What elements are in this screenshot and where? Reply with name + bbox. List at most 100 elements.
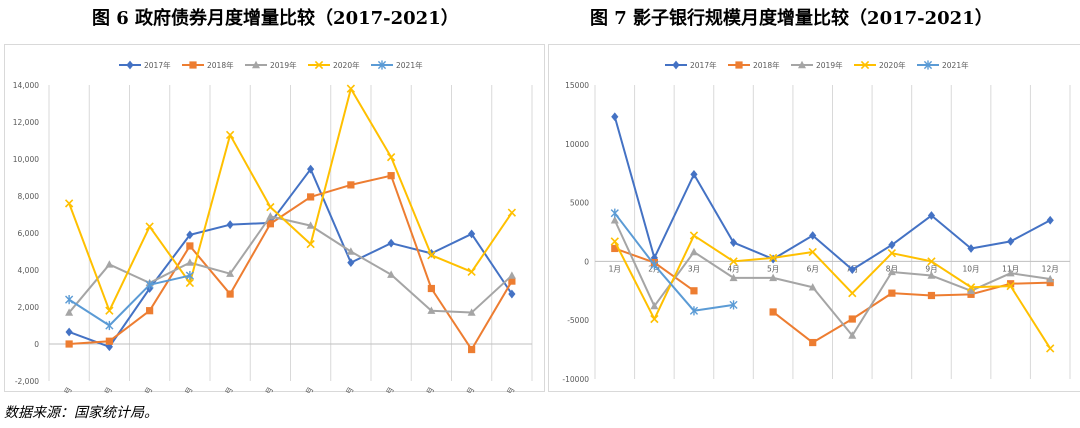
gov-bonds-x-tick-label: 7月 (301, 386, 315, 394)
chart-panel-shadow-banking: -10000-50000500010000150001月2月3月4月5月6月7月… (548, 44, 1080, 392)
shadow-banking-series-2020-point (927, 257, 936, 266)
chart-left-title: 图 6 政府债券月度增量比较（2017-2021） (92, 8, 459, 29)
shadow-banking-series-2018-point (1007, 280, 1015, 288)
shadow-banking-series-2020-point (650, 314, 659, 324)
shadow-banking-series-2018-point (1046, 278, 1054, 287)
shadow-banking-series-2017-point (927, 211, 936, 220)
gov-bonds-series-2020-point (266, 202, 275, 212)
shadow-banking-series-2019-point (610, 216, 619, 224)
shadow-banking-series-2021-point (689, 306, 699, 316)
shadow-banking-y-axis: -10000 -5000 0 5000 10000 15000 (562, 81, 589, 384)
gov-bonds-series-2017-point (508, 289, 516, 299)
gov-bonds-series-2019-point (266, 212, 275, 220)
gov-bonds-series-2019-point (226, 269, 235, 277)
shadow-banking-series-2021-point (610, 208, 619, 218)
shadow-banking-series-2018-point (848, 315, 856, 323)
shadow-banking-series-2017-point (848, 265, 856, 275)
chart-right-title: 图 7 影子银行规模月度增量比较（2017-2021） (590, 8, 993, 29)
shadow-banking-series-2018-point (888, 289, 896, 297)
gov-bonds-series-group (64, 84, 517, 354)
shadow-banking-series-2017-point (967, 244, 975, 253)
gov-bonds-series-2019-point (105, 260, 114, 268)
shadow-banking-series-2021-point (729, 300, 738, 310)
shadow-banking-series-2020-line (613, 234, 1052, 349)
gov-bonds-series-2019-point (306, 221, 315, 229)
gov-bonds-x-tick-label: 12月 (500, 386, 516, 394)
shadow-banking-y-tick-label: -10000 (562, 375, 589, 384)
gov-bonds-y-axis: -2,000 0 2,000 4,000 6,000 8,000 10,000 12,000 1… (13, 81, 39, 386)
shadow-banking-series-2018-point (690, 287, 698, 295)
gov-bonds-legend: 2017年 2018年 2019年 2020年 2021年 (119, 60, 423, 70)
shadow-banking-x-tick-label: 3月 (688, 264, 700, 273)
shadow-banking-series-2020-point (610, 237, 619, 246)
shadow-banking-series-2019-point (927, 271, 936, 279)
gov-bonds-series-2019-point (185, 258, 194, 266)
shadow-banking-series-2019-point (650, 301, 659, 310)
source-note: 数据来源：国家统计局。 (4, 405, 158, 421)
shadow-banking-x-tick-label: 11月 (1002, 264, 1019, 273)
shadow-banking-series-2020-point (1006, 281, 1015, 291)
chart-shadow-banking-svg: -10000-50000500010000150001月2月3月4月5月6月7月… (562, 60, 1071, 384)
legend-label-2019: 2019年 (270, 60, 297, 70)
shadow-banking-series-2020-point (689, 231, 699, 240)
legend-marker-2018 (735, 61, 743, 69)
shadow-banking-series-2017-line (613, 116, 1051, 271)
shadow-banking-y-tick-label: 5000 (570, 199, 589, 208)
gov-bonds-series-2018-point (266, 220, 274, 228)
gov-bonds-y-tick-label: 0 (34, 340, 39, 349)
gov-bonds-series-2019-point (427, 306, 436, 314)
legend-marker-2021 (377, 60, 387, 70)
shadow-banking-series-2021-line (613, 212, 734, 312)
gov-bonds-x-tick-label: 6月 (261, 386, 275, 394)
gov-bonds-series-2018-point (146, 307, 154, 315)
shadow-banking-x-tick-label: 10月 (963, 264, 980, 273)
shadow-banking-legend: 2017年 2018年 2019年 2020年 2021年 (665, 60, 969, 70)
gov-bonds-x-tick-label: 11月 (460, 386, 476, 394)
gov-bonds-series-2017-line (68, 168, 513, 348)
gov-bonds-x-tick-label: 4月 (181, 386, 195, 394)
legend-label-2021: 2021年 (942, 60, 969, 70)
shadow-banking-series-2019-point (848, 331, 857, 339)
gov-bonds-y-tick-label: 6,000 (18, 229, 40, 238)
legend-marker-2018 (189, 61, 197, 69)
shadow-banking-series-2018-point (927, 291, 936, 300)
shadow-banking-series-2019-point (887, 267, 896, 276)
shadow-banking-series-2019-point (1046, 274, 1055, 283)
shadow-banking-series-2020-point (808, 247, 817, 257)
shadow-banking-series-2018-point (809, 338, 817, 347)
gov-bonds-series-2020-point (306, 239, 315, 249)
legend-label-2021: 2021年 (396, 60, 423, 70)
shadow-banking-series-2020-point (966, 283, 976, 292)
shadow-banking-series-2019-point (967, 286, 976, 294)
gov-bonds-series-2017-point (186, 230, 194, 240)
gov-bonds-y-tick-label: 2,000 (18, 303, 40, 312)
gov-bonds-x-tick-label: 9月 (382, 386, 396, 394)
gov-bonds-x-tick-label: 8月 (342, 386, 356, 394)
gov-bonds-y-tick-label: 14,000 (13, 81, 39, 90)
shadow-banking-y-tick-label: 15000 (565, 81, 589, 90)
gov-bonds-series-2019-point (467, 308, 476, 316)
shadow-banking-series-2020-point (848, 288, 857, 298)
gov-bonds-y-tick-label: 12,000 (13, 118, 39, 127)
gov-bonds-series-2017-point (307, 164, 315, 174)
chart-panel-government-bonds: -2,000 0 2,000 4,000 6,000 8,000 10,000 12,000 1… (4, 44, 545, 394)
shadow-banking-x-tick-label: 1月 (609, 264, 621, 273)
gov-bonds-series-2021-point (105, 320, 114, 331)
gov-bonds-series-2017-point (468, 229, 476, 239)
gov-bonds-series-2020-point (427, 251, 436, 260)
gov-bonds-series-2019-point (65, 308, 74, 316)
gov-bonds-series-2020-point (185, 278, 195, 288)
shadow-banking-x-tick-label: 9月 (925, 264, 937, 273)
legend-label-2017: 2017年 (690, 60, 717, 70)
gov-bonds-x-tick-label: 1月 (60, 386, 74, 394)
shadow-banking-x-tick-label: 5月 (767, 264, 779, 273)
shadow-banking-series-2017-point (611, 112, 619, 122)
gov-bonds-series-2019-point (346, 247, 355, 255)
gov-bonds-y-tick-label: 4,000 (18, 266, 40, 275)
gov-bonds-series-2021-point (185, 270, 194, 281)
shadow-banking-y-tick-label: -5000 (567, 316, 589, 325)
shadow-banking-series-2019-point (1006, 268, 1015, 277)
gov-bonds-series-2017-point (226, 220, 234, 230)
legend-marker-2020 (860, 60, 870, 70)
gov-bonds-series-2019-point (507, 271, 516, 279)
